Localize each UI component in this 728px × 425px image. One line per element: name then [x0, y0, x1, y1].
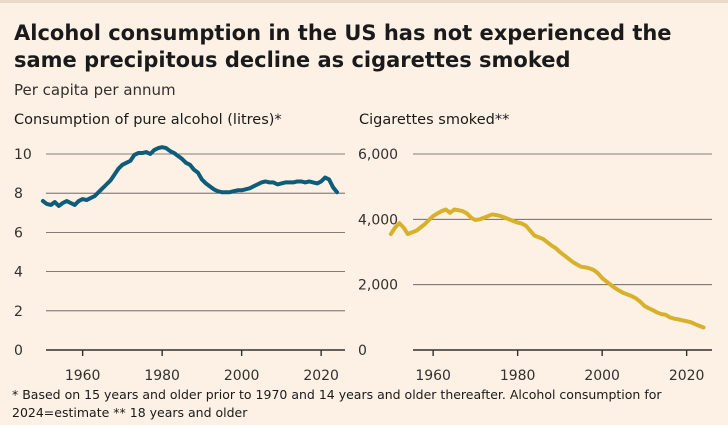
alcohol-x-tick-label: 1980 [144, 368, 180, 384]
top-rule [0, 0, 728, 3]
alcohol-x-tick-label: 2020 [303, 368, 339, 384]
cigarettes-y-tick-label: 0 [358, 343, 367, 359]
cigarettes-x-tick-label: 1960 [415, 368, 451, 384]
footnote-line-2: 2024=estimate ** 18 years and older [12, 405, 248, 420]
alcohol-y-tick-label: 4 [14, 265, 23, 281]
footnote: * Based on 15 years and older prior to 1… [12, 386, 712, 422]
cigarettes-x-tick-label: 2020 [669, 368, 705, 384]
cigarettes-x-tick-label: 1980 [500, 368, 536, 384]
cigarettes-y-tick-label: 4,000 [358, 212, 398, 228]
cigarettes-y-tick-label: 6,000 [358, 147, 398, 163]
footnote-line-1: * Based on 15 years and older prior to 1… [12, 387, 662, 402]
alcohol-y-tick-label: 2 [14, 304, 23, 320]
alcohol-y-tick-label: 0 [14, 343, 23, 359]
alcohol-x-tick-label: 1960 [65, 368, 101, 384]
chart-subtitle: Per capita per annum [14, 81, 176, 99]
alcohol-y-tick-label: 6 [14, 225, 23, 241]
alcohol-y-tick-label: 10 [14, 147, 32, 163]
cigarettes-series-line [388, 207, 706, 330]
alcohol-y-tick-label: 8 [14, 186, 23, 202]
alcohol-panel-title: Consumption of pure alcohol (litres)* [14, 112, 282, 128]
cigarettes-x-tick-label: 2000 [584, 368, 620, 384]
cigarettes-y-tick-label: 2,000 [358, 278, 398, 294]
alcohol-x-tick-label: 2000 [224, 368, 260, 384]
cigarettes-panel-title: Cigarettes smoked** [359, 112, 510, 128]
alcohol-series-line [40, 145, 340, 208]
chart-title: Alcohol consumption in the US has not ex… [14, 21, 672, 72]
